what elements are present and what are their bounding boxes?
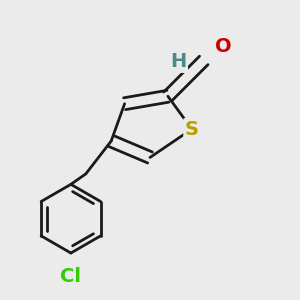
Text: H: H [170,52,187,71]
Text: S: S [185,120,199,139]
Text: Cl: Cl [60,267,81,286]
Text: O: O [215,38,232,56]
